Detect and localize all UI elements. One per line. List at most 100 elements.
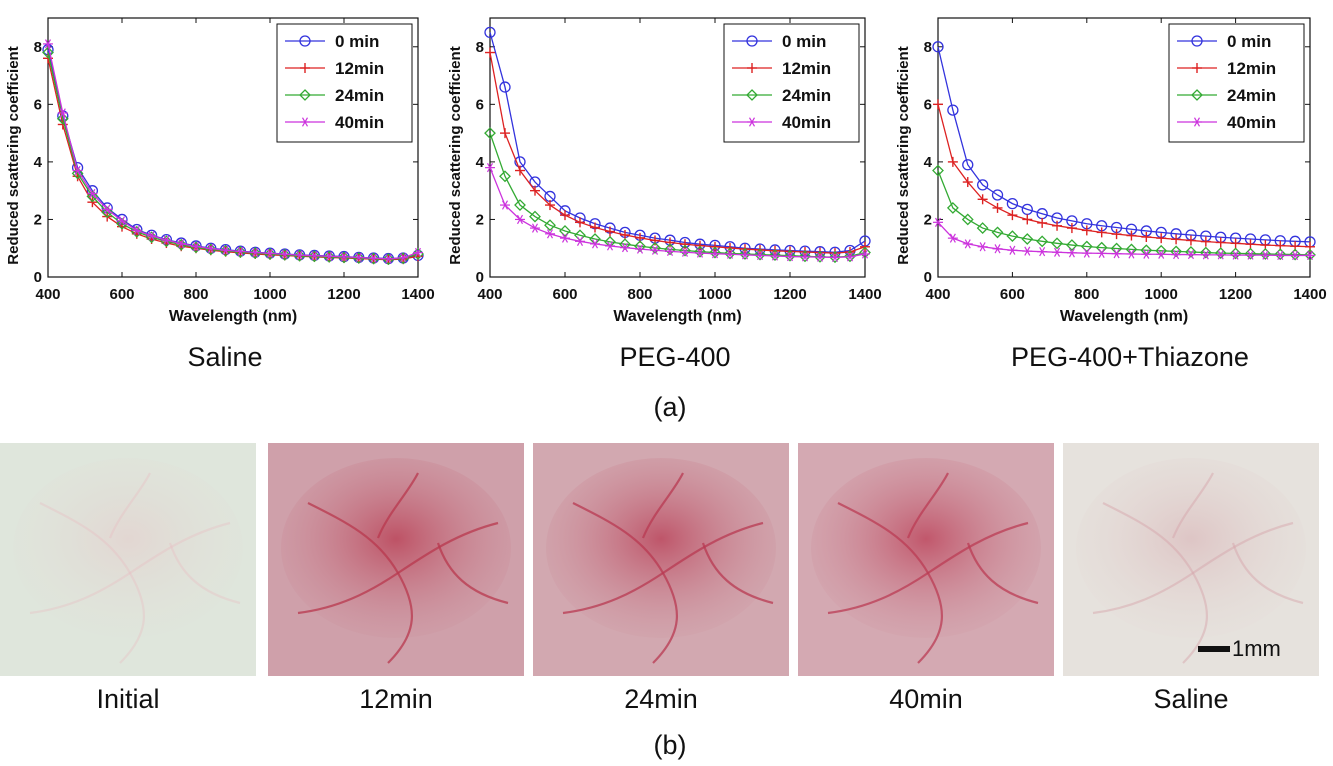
x-tick-label: 600 xyxy=(1000,286,1025,303)
photo-label-2: 24min xyxy=(624,684,698,714)
chart-2: 400 600 800 1000 1200 1400 0 2 4 6 8 Wavelength (nm… xyxy=(895,17,1327,325)
data-point xyxy=(264,248,276,260)
photo-label-3: 40min xyxy=(889,684,963,714)
data-point xyxy=(1156,249,1167,259)
data-point xyxy=(1037,247,1048,257)
data-point xyxy=(413,247,423,258)
data-point xyxy=(1215,250,1226,260)
data-point xyxy=(1290,250,1301,261)
skin-photo-1 xyxy=(268,443,524,676)
data-point xyxy=(499,81,511,93)
data-point xyxy=(1155,244,1168,257)
data-point xyxy=(352,252,365,264)
data-point xyxy=(71,167,84,180)
data-point xyxy=(117,216,127,226)
scale-bar: 1mm xyxy=(1198,636,1281,662)
data-point xyxy=(590,222,600,233)
data-point xyxy=(500,200,510,210)
data-point xyxy=(1066,223,1077,234)
y-tick-label: 2 xyxy=(924,211,932,228)
legend-label: 40min xyxy=(782,113,831,132)
data-point xyxy=(962,239,973,249)
data-point xyxy=(1274,248,1287,261)
data-point xyxy=(1021,233,1034,245)
data-point xyxy=(619,238,631,251)
x-tick-label: 600 xyxy=(109,286,134,303)
data-point xyxy=(962,177,973,188)
data-point xyxy=(933,217,943,227)
chart-caption-saline: Saline xyxy=(187,342,263,372)
y-tick-label: 8 xyxy=(924,39,932,56)
data-point xyxy=(1126,249,1137,259)
skin-photo-4 xyxy=(1063,443,1319,676)
data-point xyxy=(1171,249,1182,260)
data-point xyxy=(1052,220,1063,231)
data-point xyxy=(101,206,114,219)
data-point xyxy=(784,249,796,262)
data-point xyxy=(1036,235,1049,248)
x-axis-label: Wavelength (nm) xyxy=(169,308,297,325)
data-point xyxy=(545,229,555,239)
data-point xyxy=(560,233,570,243)
skin-photo-3 xyxy=(798,443,1054,676)
x-tick-label: 1400 xyxy=(401,286,434,303)
chart-caption-peg400-thiazone: PEG-400+Thiazone xyxy=(1011,342,1249,372)
data-point xyxy=(72,165,83,176)
data-point xyxy=(485,47,495,58)
legend-entry: 12min xyxy=(732,59,831,78)
data-point xyxy=(383,254,394,264)
data-point xyxy=(800,252,810,262)
legend-label: 0 min xyxy=(782,32,826,51)
legend-entry: 0 min xyxy=(1177,32,1271,51)
data-point xyxy=(1007,245,1018,255)
y-tick-label: 0 xyxy=(924,269,932,286)
data-point xyxy=(590,239,600,249)
scale-bar-label: 1mm xyxy=(1232,636,1281,661)
data-point xyxy=(1199,246,1212,259)
data-point xyxy=(367,252,380,265)
data-point xyxy=(1006,197,1019,210)
x-axis-label: Wavelength (nm) xyxy=(613,308,741,325)
data-point xyxy=(1080,240,1093,253)
data-point xyxy=(976,222,989,234)
series-line xyxy=(489,32,866,253)
data-point xyxy=(308,250,321,263)
data-point xyxy=(1230,250,1241,260)
data-point xyxy=(205,243,216,254)
data-point xyxy=(1170,245,1182,258)
data-point xyxy=(933,99,943,110)
data-point xyxy=(1141,249,1152,259)
data-point xyxy=(932,164,944,177)
data-point xyxy=(991,226,1004,239)
part-b-label: (b) xyxy=(653,730,687,760)
data-point xyxy=(785,251,795,262)
skin-photo-2 xyxy=(533,443,789,676)
legend: 0 min 12min 24min 40min xyxy=(723,23,860,143)
y-tick-label: 4 xyxy=(924,154,933,171)
legend-entry: 24min xyxy=(285,86,384,105)
data-point xyxy=(42,46,54,59)
x-tick-label: 800 xyxy=(1074,286,1099,303)
legend-label: 12min xyxy=(1227,59,1276,78)
legend: 0 min 12min 24min 40min xyxy=(276,23,413,143)
data-point xyxy=(1022,214,1033,225)
legend-entry: 12min xyxy=(1177,59,1276,78)
data-point xyxy=(1007,210,1018,221)
legend-label: 40min xyxy=(335,113,384,132)
data-point xyxy=(859,246,871,259)
data-point xyxy=(484,127,496,140)
data-point xyxy=(664,243,676,256)
data-point xyxy=(977,242,988,252)
legend-entry: 0 min xyxy=(732,32,826,51)
data-point xyxy=(725,249,735,259)
data-point xyxy=(57,108,68,118)
chart-0: 400 600 800 1000 1200 1400 0 2 4 6 8 Wavelength (nm… xyxy=(5,17,435,325)
data-point xyxy=(962,159,974,171)
series-line xyxy=(937,46,1311,243)
data-point xyxy=(575,217,585,228)
data-point xyxy=(992,202,1003,213)
data-point xyxy=(338,251,350,264)
data-point xyxy=(515,214,525,225)
y-tick-label: 4 xyxy=(34,154,43,171)
